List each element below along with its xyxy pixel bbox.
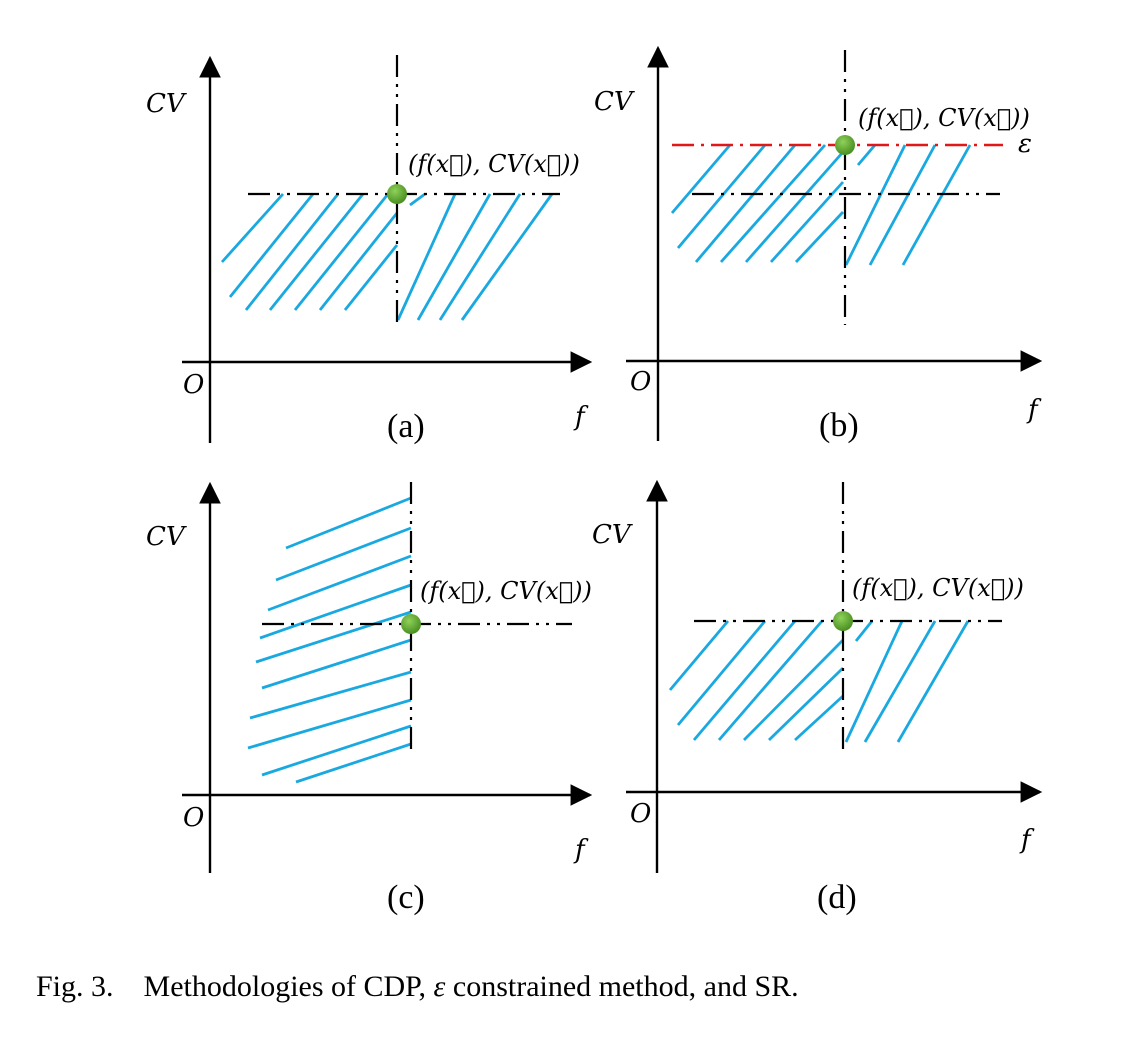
origin-label: O xyxy=(630,367,651,397)
x-axis-label: f xyxy=(573,835,589,865)
hatch-line xyxy=(744,151,845,263)
y-axis-label: CV xyxy=(146,89,187,119)
hatch-line xyxy=(220,193,285,263)
x-axis-label: f xyxy=(1026,395,1042,425)
solution-point xyxy=(401,614,421,634)
hatch-line xyxy=(676,620,767,726)
hatch-line xyxy=(409,192,426,207)
hatch-line xyxy=(259,583,412,640)
hatch-line xyxy=(295,742,412,784)
panel-b: CV f O (f(x⃗), CV(x⃗)) ε (b) xyxy=(594,45,1043,444)
hatch-line xyxy=(768,666,844,742)
hatch-line xyxy=(285,496,412,550)
hatch-line xyxy=(769,181,845,263)
hatch-region xyxy=(247,496,412,784)
origin-label: O xyxy=(183,803,204,833)
caption-epsilon: ε xyxy=(433,970,446,1003)
caption-text-after: constrained method, and SR. xyxy=(452,970,799,1003)
point-label: (f(x⃗), CV(x⃗)) xyxy=(852,574,1024,602)
point-label: (f(x⃗), CV(x⃗)) xyxy=(408,150,580,178)
panel-a: CV f O (f(x⃗), CV(x⃗)) (a) xyxy=(146,55,593,445)
hatch-line xyxy=(854,620,874,642)
epsilon-label: ε xyxy=(1018,129,1032,159)
point-label: (f(x⃗), CV(x⃗)) xyxy=(858,104,1030,132)
hatch-line xyxy=(261,724,412,777)
hatch-line xyxy=(293,193,390,311)
hatch-line xyxy=(844,144,907,266)
panel-c: CV f O (f(x⃗), CV(x⃗)) (c) xyxy=(146,481,593,916)
x-axis-label: f xyxy=(1019,825,1035,855)
hatch-line xyxy=(670,144,732,214)
point-label: (f(x⃗), CV(x⃗)) xyxy=(420,577,592,605)
hatch-line xyxy=(343,244,399,311)
hatch-line xyxy=(856,144,877,166)
y-axis-label: CV xyxy=(592,520,633,550)
hatch-line xyxy=(416,193,492,321)
hatch-line xyxy=(719,144,827,263)
hatch-line xyxy=(794,211,845,263)
hatch-line xyxy=(247,698,412,750)
hatch-line xyxy=(717,620,824,741)
hatch-region xyxy=(670,144,972,266)
hatch-line xyxy=(255,610,412,664)
panel-label: (b) xyxy=(819,407,859,444)
hatch-line xyxy=(743,639,844,741)
hatch-line xyxy=(318,212,399,311)
panel-label: (d) xyxy=(817,879,857,916)
hatch-line xyxy=(896,620,970,743)
panel-label: (a) xyxy=(387,408,425,445)
y-axis-label: CV xyxy=(146,522,187,552)
origin-label: O xyxy=(183,370,204,400)
solution-point xyxy=(833,611,853,631)
hatch-line xyxy=(794,694,844,742)
figure-caption: Fig. 3. Methodologies of CDP, ε constrain… xyxy=(36,970,799,1004)
hatch-line xyxy=(267,554,412,612)
hatch-line xyxy=(694,144,797,263)
hatch-line xyxy=(438,193,522,321)
caption-text-before: Methodologies of CDP, xyxy=(143,970,427,1003)
hatch-line xyxy=(228,193,315,298)
hatch-line xyxy=(901,144,972,266)
hatch-region xyxy=(668,620,970,743)
panel-label: (c) xyxy=(387,879,425,916)
hatch-line xyxy=(668,620,730,691)
hatch-line xyxy=(460,193,554,321)
solution-point xyxy=(835,135,855,155)
hatch-line xyxy=(268,193,365,311)
hatch-line xyxy=(261,638,412,690)
caption-prefix: Fig. 3. xyxy=(36,970,114,1003)
hatch-line xyxy=(863,620,937,743)
hatch-line xyxy=(844,620,904,743)
y-axis-label: CV xyxy=(594,87,635,117)
hatch-line xyxy=(396,193,457,321)
x-axis-label: f xyxy=(573,402,589,432)
hatch-line xyxy=(676,144,767,249)
hatch-line xyxy=(249,670,412,720)
hatch-line xyxy=(692,620,797,741)
hatch-line xyxy=(275,526,412,582)
panel-d: CV f O (f(x⃗), CV(x⃗)) (d) xyxy=(592,479,1043,916)
hatch-line xyxy=(244,193,340,311)
solution-point xyxy=(387,184,407,204)
origin-label: O xyxy=(630,799,651,829)
hatch-line xyxy=(868,144,937,266)
hatch-region xyxy=(220,192,554,321)
